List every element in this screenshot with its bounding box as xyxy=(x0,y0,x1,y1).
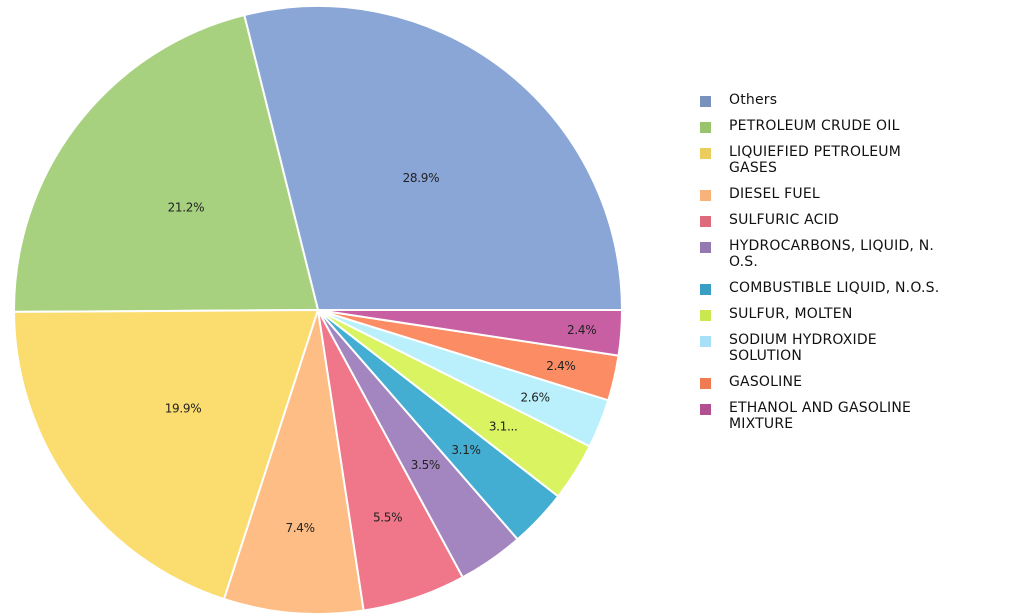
legend-item[interactable]: GASOLINE xyxy=(700,374,1010,390)
legend-item[interactable]: Others xyxy=(700,92,1010,108)
legend-label: DIESEL FUEL xyxy=(729,186,820,202)
legend-label: SULFURIC ACID xyxy=(729,212,839,228)
legend-label: SODIUM HYDROXIDE SOLUTION xyxy=(729,332,877,364)
pie-slice-labels: 28.9% 21.2% 19.9% 7.4% 5.5% 3.5% 3.1% 3.1... 2.6… xyxy=(165,171,597,535)
slice-data-label: 21.2% xyxy=(168,201,205,215)
slice-data-label: 28.9% xyxy=(403,171,440,185)
slice-data-label: 2.6% xyxy=(520,391,549,405)
legend-label: GASOLINE xyxy=(729,374,803,390)
legend-item[interactable]: ETHANOL AND GASOLINE MIXTURE xyxy=(700,400,1010,432)
legend-swatch xyxy=(700,242,711,253)
legend-label: HYDROCARBONS, LIQUID, N. O.S. xyxy=(729,238,935,270)
legend-label: SULFUR, MOLTEN xyxy=(729,306,853,322)
pie-slice-liquiefied-petroleum-gases[interactable] xyxy=(13,308,320,601)
slice-data-label: 5.5% xyxy=(373,511,402,525)
legend-swatch xyxy=(700,122,711,133)
pie-chart: 28.9% 21.2% 19.9% 7.4% 5.5% 3.5% 3.1% 3.1... 2.6… xyxy=(13,5,624,615)
slice-data-label: 19.9% xyxy=(165,402,202,416)
legend-swatch xyxy=(700,96,711,107)
legend-swatch xyxy=(700,148,711,159)
legend-item[interactable]: SODIUM HYDROXIDE SOLUTION xyxy=(700,332,1010,364)
legend-swatch xyxy=(700,190,711,201)
legend-label: LIQUIEFIED PETROLEUM GASES xyxy=(729,144,901,176)
legend-item[interactable]: COMBUSTIBLE LIQUID, N.O.S. xyxy=(700,280,1010,296)
legend-label: PETROLEUM CRUDE OIL xyxy=(729,118,900,134)
legend-item[interactable]: HYDROCARBONS, LIQUID, N. O.S. xyxy=(700,238,1010,270)
legend-item[interactable]: PETROLEUM CRUDE OIL xyxy=(700,118,1010,134)
slice-data-label: 3.1% xyxy=(451,443,480,457)
legend-item[interactable]: DIESEL FUEL xyxy=(700,186,1010,202)
pie-chart-svg: 28.9% 21.2% 19.9% 7.4% 5.5% 3.5% 3.1% 3.1... 2.6… xyxy=(13,5,624,615)
legend-item[interactable]: LIQUIEFIED PETROLEUM GASES xyxy=(700,144,1010,176)
pie-slice-others[interactable] xyxy=(243,5,624,311)
pie-slice-ethanol-and-gasoline-mixture[interactable] xyxy=(317,309,624,357)
slice-data-label: 3.5% xyxy=(411,458,440,472)
pie-slices xyxy=(13,5,624,615)
slice-data-label: 2.4% xyxy=(546,359,575,373)
legend-item[interactable]: SULFUR, MOLTEN xyxy=(700,306,1010,322)
slice-data-label: 2.4% xyxy=(567,323,596,337)
legend-label: Others xyxy=(729,92,778,108)
legend-swatch xyxy=(700,284,711,295)
legend-swatch xyxy=(700,336,711,347)
legend-swatch xyxy=(700,378,711,389)
pie-slice-petroleum-crude-oil[interactable] xyxy=(13,13,320,313)
chart-legend: Others PETROLEUM CRUDE OIL LIQUIEFIED PETR… xyxy=(700,92,1010,442)
legend-swatch xyxy=(700,216,711,227)
legend-item[interactable]: SULFURIC ACID xyxy=(700,212,1010,228)
legend-swatch xyxy=(700,404,711,415)
legend-label: COMBUSTIBLE LIQUID, N.O.S. xyxy=(729,280,940,296)
slice-data-label: 7.4% xyxy=(285,521,314,535)
legend-swatch xyxy=(700,310,711,321)
legend-label: ETHANOL AND GASOLINE MIXTURE xyxy=(729,400,912,432)
slice-data-label: 3.1... xyxy=(489,420,518,434)
